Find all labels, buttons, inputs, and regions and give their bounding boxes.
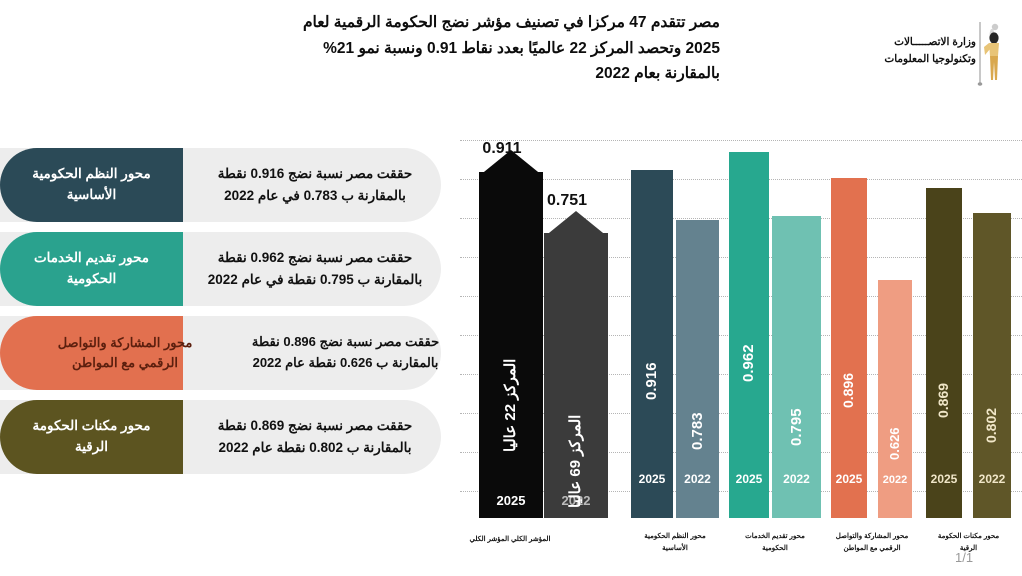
svg-text:0.783: 0.783 bbox=[689, 412, 706, 450]
svg-text:المركز 22 عاليا: المركز 22 عاليا bbox=[502, 359, 519, 452]
svg-text:0.869: 0.869 bbox=[935, 383, 951, 418]
svg-text:0.962: 0.962 bbox=[740, 344, 757, 382]
svg-text:0.916: 0.916 bbox=[643, 362, 660, 400]
svg-text:0.795: 0.795 bbox=[788, 408, 805, 446]
svg-text:المركز 69 عاليا: المركز 69 عاليا bbox=[567, 415, 584, 508]
svg-text:0.896: 0.896 bbox=[840, 373, 856, 408]
svg-text:0.802: 0.802 bbox=[983, 408, 999, 443]
svg-text:0.626: 0.626 bbox=[887, 427, 902, 460]
